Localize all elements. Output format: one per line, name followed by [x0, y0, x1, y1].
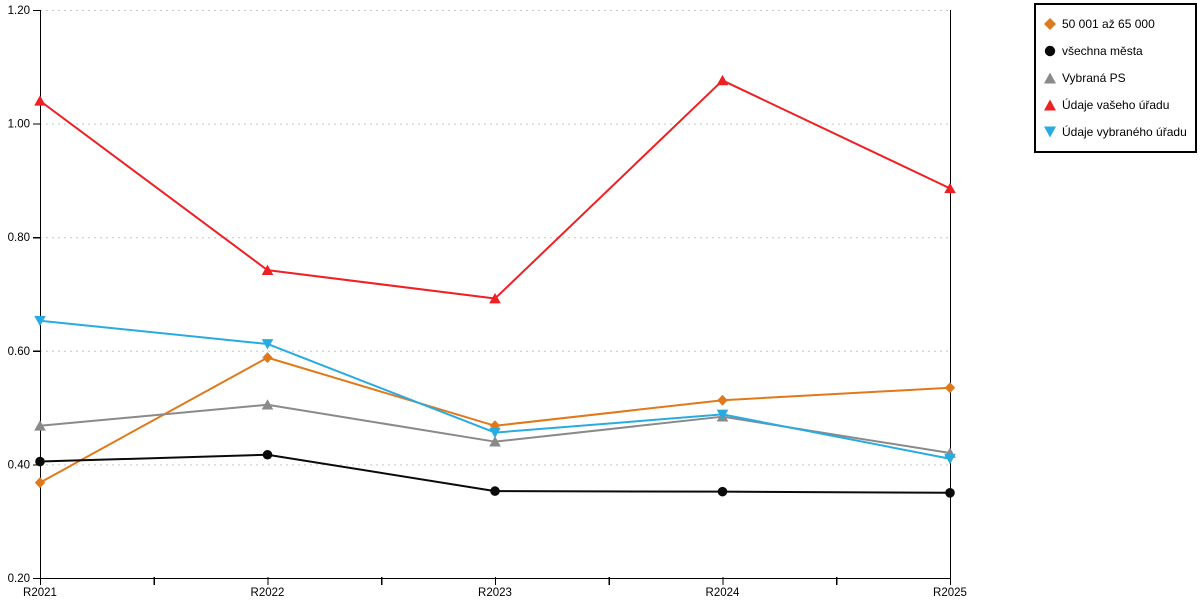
legend-item: Vybraná PS: [1044, 71, 1191, 85]
data-point-marker: [262, 352, 273, 364]
data-point-marker: [716, 74, 729, 86]
circle-icon: [1044, 45, 1056, 56]
legend-item-label: Vybraná PS: [1062, 70, 1126, 85]
data-point-marker: [34, 95, 46, 106]
legend-item: Údaje vašeho úřadu: [1044, 98, 1191, 112]
x-tick-label: R2023: [478, 587, 512, 599]
y-tick-label: 0.40: [8, 459, 30, 471]
data-point-marker: [489, 427, 501, 439]
data-point-marker: [34, 420, 46, 431]
data-point-marker: [945, 488, 955, 498]
series-line: [39, 79, 951, 300]
data-point-marker: [262, 449, 273, 460]
chart-legend: 50 001 až 65 000 všechna města Vybraná PS Ú…: [1034, 3, 1197, 153]
data-point-marker: [716, 409, 729, 420]
diamond-icon: [1044, 17, 1056, 30]
data-point-marker: [34, 315, 46, 327]
y-tick-label: 1.20: [8, 5, 30, 17]
data-point-marker: [35, 456, 45, 467]
legend-item-label: Údaje vybraného úřadu: [1062, 125, 1187, 140]
triangle-up-icon: [1044, 72, 1056, 84]
data-point-marker: [261, 339, 274, 350]
y-tick-label: 0.20: [8, 573, 30, 585]
data-point-marker: [261, 264, 274, 275]
y-tick-label: 1.00: [8, 119, 30, 131]
legend-item-label: všechna města: [1062, 43, 1143, 58]
data-point-marker: [717, 486, 728, 497]
data-point-marker: [944, 182, 956, 194]
legend-item-label: Údaje vašeho úřadu: [1062, 98, 1170, 113]
x-tick-label: R2025: [933, 587, 967, 599]
data-point-marker: [34, 477, 46, 489]
triangle-down-icon: [1044, 126, 1056, 138]
y-tick-label: 0.60: [8, 346, 30, 358]
data-point-marker: [489, 293, 501, 304]
triangle-up-icon: [1044, 99, 1056, 111]
y-tick-label: 0.80: [8, 232, 30, 244]
legend-item-label: 50 001 až 65 000: [1062, 16, 1155, 31]
data-point-marker: [944, 453, 956, 465]
data-point-marker: [489, 436, 501, 447]
data-point-marker: [261, 399, 274, 410]
legend-item: 50 001 až 65 000: [1044, 17, 1191, 31]
data-point-marker: [944, 382, 956, 394]
x-tick-label: R2021: [23, 587, 57, 599]
x-tick-label: R2022: [251, 587, 285, 599]
legend-item: Údaje vybraného úřadu: [1044, 125, 1191, 139]
x-tick-label: R2024: [706, 587, 740, 599]
data-point-marker: [717, 394, 728, 406]
series-line: [39, 356, 951, 484]
legend-item: všechna města: [1044, 44, 1191, 58]
data-point-marker: [490, 486, 500, 496]
